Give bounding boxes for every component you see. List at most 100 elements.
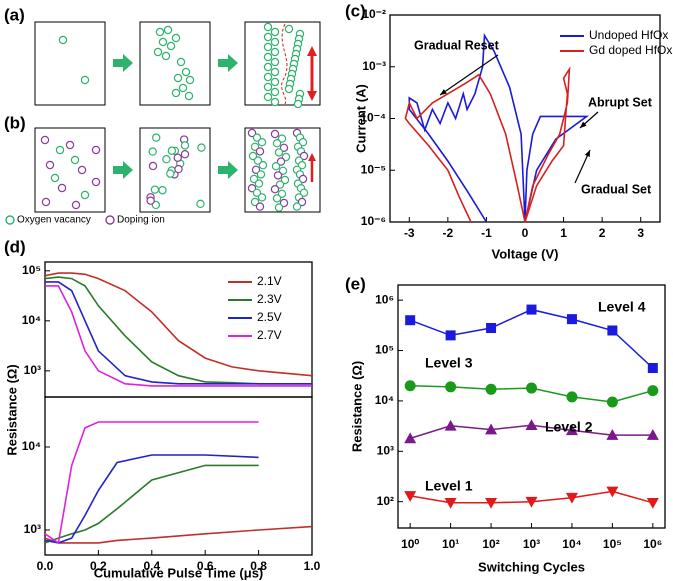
dot: [257, 193, 267, 202]
series-line: [44, 421, 259, 545]
y-tick-label: 10²: [377, 494, 394, 508]
y-tick-label: 10⁻⁴: [360, 111, 386, 125]
marker: [606, 486, 619, 498]
field-arrow: [308, 153, 316, 161]
x-tick-label: 1: [560, 226, 567, 240]
series-label: Level 2: [545, 419, 593, 435]
dot: [276, 157, 286, 166]
y-tick-label: 10⁶: [375, 292, 394, 306]
dot: [277, 189, 287, 198]
dot: [263, 82, 273, 92]
panel-label: (c): [345, 1, 366, 20]
dot: [284, 24, 294, 34]
dot: [297, 197, 307, 207]
legend-label: 2.5V: [257, 310, 282, 324]
dot: [263, 62, 273, 72]
legend-label: Gd doped HfOx: [589, 43, 672, 57]
y-tick-label: 10⁻²: [362, 7, 386, 21]
dot: [197, 143, 206, 152]
marker: [646, 429, 659, 440]
y-tick-label: 10³: [24, 363, 41, 377]
dot: [275, 180, 285, 189]
marker: [445, 330, 456, 341]
dot: [158, 37, 168, 47]
series-line: [44, 525, 313, 544]
dot: [280, 175, 290, 185]
dot: [57, 183, 67, 193]
dot: [270, 87, 280, 97]
x-tick-label: 0.0: [37, 559, 54, 573]
x-tick-label: 10¹: [442, 537, 459, 551]
dot: [173, 153, 182, 162]
dot: [281, 152, 291, 162]
chart: (e) 10² 10³ 10⁴ 10⁵ 10⁶ 10⁰ 10¹ 10² 10³ 10⁴ 10⁵ 10⁶ S…: [345, 274, 666, 574]
dot: [40, 135, 50, 145]
dot: [298, 174, 308, 184]
dot: [55, 145, 65, 155]
dot: [167, 146, 177, 155]
y-axis-label: Resistance (Ω): [349, 361, 364, 452]
dot: [166, 169, 175, 178]
marker: [526, 304, 537, 315]
x-tick-label: 10⁴: [562, 537, 581, 551]
dot: [184, 91, 194, 101]
dot: [247, 128, 257, 138]
x-axis-label: Voltage (V): [492, 246, 559, 261]
dot: [293, 99, 303, 109]
dot: [279, 198, 289, 208]
dot: [174, 164, 183, 174]
dot: [252, 133, 262, 142]
annotation: Gradual Set: [581, 182, 652, 196]
y-tick-label: 10³: [24, 522, 41, 536]
dot: [263, 22, 273, 32]
field-arrow: [307, 46, 317, 56]
x-tick-label: -3: [404, 226, 415, 240]
field-arrow: [307, 91, 317, 101]
x-tick-label: 10⁰: [401, 537, 419, 551]
dot: [278, 166, 288, 175]
series-label: Level 1: [425, 478, 473, 494]
x-tick-label: 0.4: [143, 559, 160, 573]
box: [139, 21, 211, 106]
dot: [284, 84, 294, 94]
marker: [646, 497, 659, 509]
dot: [153, 47, 163, 57]
dot: [155, 27, 165, 37]
dot: [270, 27, 280, 37]
x-tick-label: 0.2: [90, 559, 107, 573]
marker: [444, 497, 457, 509]
dot: [256, 170, 266, 179]
dot: [270, 47, 280, 57]
dot: [248, 151, 258, 161]
dot: [263, 52, 273, 62]
series-line: [404, 66, 571, 223]
dot: [272, 194, 282, 203]
dot: [45, 160, 55, 170]
dot: [270, 129, 280, 139]
dot: [297, 160, 307, 170]
dot: [271, 161, 281, 171]
chart: 10³ 10⁴ 0.0 0.2 0.4 0.6 0.8 1.0 Cumulative Pulse…: [22, 396, 321, 580]
arrows: [113, 54, 238, 179]
legend-label: Doping ion: [117, 215, 165, 226]
panel-label: (d): [4, 237, 26, 256]
marker: [566, 314, 577, 325]
dot: [277, 134, 287, 143]
marker: [607, 325, 618, 336]
panel-label: (e): [345, 274, 366, 293]
dot: [158, 186, 167, 195]
chart: (c) 10⁻⁶ 10⁻⁵ 10⁻⁴ 10⁻³ 10⁻² -3 -2 -1 0 1 2 3 Voltage…: [345, 1, 672, 261]
dot: [255, 202, 265, 211]
y-tick-label: 10⁴: [22, 439, 41, 453]
dot: [270, 67, 280, 77]
y-tick-label: 10⁻³: [362, 59, 386, 73]
panel-label: (b): [4, 113, 26, 132]
marker: [647, 385, 659, 397]
marker: [606, 396, 618, 408]
legend-label: 2.3V: [257, 292, 282, 306]
marker: [606, 429, 619, 440]
y-tick-label: 10⁻⁵: [361, 162, 386, 176]
marker: [525, 496, 538, 508]
x-tick-label: 0.8: [250, 559, 267, 573]
dot: [163, 25, 173, 35]
